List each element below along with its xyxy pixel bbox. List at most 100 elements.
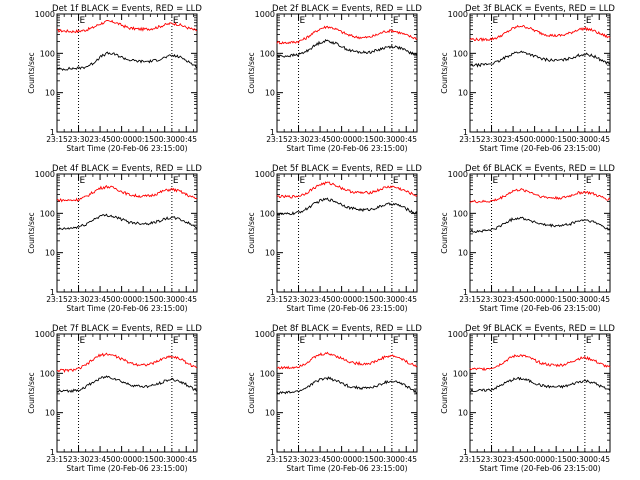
x-tick-label: 23:45 bbox=[89, 295, 111, 304]
y-tick-label: 10 bbox=[458, 409, 468, 418]
chart-title: Det 9f BLACK = Events, RED = LLD bbox=[465, 324, 615, 334]
event-marker-label: E bbox=[493, 336, 499, 346]
x-tick-label: 00:00 bbox=[111, 455, 133, 464]
x-tick-label: 23:15 bbox=[46, 135, 68, 144]
x-tick-label: 23:15 bbox=[266, 295, 288, 304]
x-tick-label: 00:15 bbox=[132, 455, 154, 464]
x-tick-label: 00:45 bbox=[395, 455, 417, 464]
x-tick-label: 00:30 bbox=[567, 455, 589, 464]
y-tick-label: 1 bbox=[50, 448, 55, 457]
series-line-lld bbox=[56, 185, 198, 203]
y-tick-label: 100 bbox=[40, 369, 55, 378]
plot-frame bbox=[276, 333, 418, 453]
series-line-lld bbox=[469, 187, 611, 204]
chart-panel-3: Det 3f BLACK = Events, RED = LLD 1 10 100 10… bbox=[440, 4, 615, 153]
x-tick-label: 23:45 bbox=[309, 455, 331, 464]
event-marker-label: E bbox=[300, 16, 306, 26]
x-axis-label: Start Time (20-Feb-06 23:15:00) bbox=[286, 304, 407, 313]
series-line-events bbox=[276, 39, 418, 58]
chart-title: Det 4f BLACK = Events, RED = LLD bbox=[52, 164, 202, 174]
x-tick-label: 23:15 bbox=[46, 295, 68, 304]
x-tick-label: 23:30 bbox=[68, 295, 90, 304]
y-tick-label: 1 bbox=[50, 288, 55, 297]
plot-frame bbox=[56, 13, 198, 133]
series-line-events bbox=[469, 50, 611, 68]
x-tick-label: 00:30 bbox=[154, 135, 176, 144]
plot-frame bbox=[56, 173, 198, 293]
chart-title: Det 5f BLACK = Events, RED = LLD bbox=[272, 164, 422, 174]
event-marker-label: E bbox=[300, 176, 306, 186]
x-tick-label: 00:45 bbox=[395, 135, 417, 144]
x-axis-label: Start Time (20-Feb-06 23:15:00) bbox=[479, 304, 600, 313]
y-tick-label: 1000 bbox=[255, 330, 275, 339]
y-tick-label: 100 bbox=[260, 49, 275, 58]
y-tick-label: 100 bbox=[260, 369, 275, 378]
x-tick-label: 00:45 bbox=[175, 135, 197, 144]
series-line-lld bbox=[276, 351, 418, 370]
x-axis-label: Start Time (20-Feb-06 23:15:00) bbox=[479, 144, 600, 153]
x-tick-label: 23:15 bbox=[459, 135, 481, 144]
x-axis-label: Start Time (20-Feb-06 23:15:00) bbox=[286, 464, 407, 473]
plot-frame bbox=[469, 173, 611, 293]
chart-panel-5: Det 5f BLACK = Events, RED = LLD 1 10 100 10… bbox=[247, 164, 422, 313]
event-marker-label: E bbox=[173, 16, 179, 26]
event-marker-label: E bbox=[80, 16, 86, 26]
y-tick-label: 1 bbox=[463, 128, 468, 137]
chart-title: Det 1f BLACK = Events, RED = LLD bbox=[52, 4, 202, 14]
x-tick-label: 00:30 bbox=[567, 135, 589, 144]
x-tick-label: 23:30 bbox=[68, 135, 90, 144]
x-tick-label: 00:15 bbox=[545, 295, 567, 304]
x-tick-label: 23:45 bbox=[502, 295, 524, 304]
y-tick-label: 1000 bbox=[35, 330, 55, 339]
chart-panel-4: Det 4f BLACK = Events, RED = LLD 1 10 100 10… bbox=[27, 164, 202, 313]
y-tick-label: 1000 bbox=[255, 10, 275, 19]
x-tick-label: 23:45 bbox=[502, 135, 524, 144]
chart-panel-9: Det 9f BLACK = Events, RED = LLD 1 10 100 10… bbox=[440, 324, 615, 473]
x-tick-label: 23:30 bbox=[288, 455, 310, 464]
y-tick-label: 1 bbox=[270, 448, 275, 457]
x-tick-label: 00:45 bbox=[588, 135, 610, 144]
y-axis-label: Counts/sec bbox=[27, 52, 36, 93]
series-line-events bbox=[56, 375, 198, 394]
event-marker-label: E bbox=[80, 336, 86, 346]
x-axis-label: Start Time (20-Feb-06 23:15:00) bbox=[66, 304, 187, 313]
x-tick-label: 00:00 bbox=[331, 135, 353, 144]
y-axis-label: Counts/sec bbox=[440, 372, 449, 413]
x-tick-label: 23:15 bbox=[459, 295, 481, 304]
chart-panel-6: Det 6f BLACK = Events, RED = LLD 1 10 100 10… bbox=[440, 164, 615, 313]
x-tick-label: 00:15 bbox=[545, 135, 567, 144]
x-axis-label: Start Time (20-Feb-06 23:15:00) bbox=[66, 144, 187, 153]
x-tick-label: 00:00 bbox=[524, 295, 546, 304]
series-line-events bbox=[276, 376, 417, 395]
x-tick-label: 00:15 bbox=[132, 295, 154, 304]
event-marker-label: E bbox=[586, 16, 592, 26]
chart-panel-2: Det 2f BLACK = Events, RED = LLD 1 10 100 10… bbox=[247, 4, 422, 153]
y-tick-label: 10 bbox=[45, 249, 55, 258]
series-line-events bbox=[470, 216, 611, 234]
x-tick-label: 23:45 bbox=[309, 135, 331, 144]
y-tick-label: 10 bbox=[458, 89, 468, 98]
x-axis-label: Start Time (20-Feb-06 23:15:00) bbox=[479, 464, 600, 473]
series-line-lld bbox=[56, 352, 198, 373]
chart-panel-8: Det 8f BLACK = Events, RED = LLD 1 10 100 10… bbox=[247, 324, 422, 473]
y-axis-label: Counts/sec bbox=[247, 212, 256, 253]
event-marker-label: E bbox=[300, 336, 306, 346]
x-axis-label: Start Time (20-Feb-06 23:15:00) bbox=[286, 144, 407, 153]
x-tick-label: 23:30 bbox=[481, 135, 503, 144]
x-tick-label: 00:45 bbox=[588, 295, 610, 304]
x-axis-label: Start Time (20-Feb-06 23:15:00) bbox=[66, 464, 187, 473]
event-marker-label: E bbox=[393, 176, 399, 186]
y-tick-label: 10 bbox=[45, 409, 55, 418]
x-tick-label: 00:00 bbox=[331, 295, 353, 304]
y-tick-label: 100 bbox=[453, 369, 468, 378]
x-tick-label: 00:15 bbox=[132, 135, 154, 144]
plot-frame bbox=[276, 13, 418, 133]
event-marker-label: E bbox=[586, 336, 592, 346]
y-axis-label: Counts/sec bbox=[247, 372, 256, 413]
x-tick-label: 00:00 bbox=[331, 455, 353, 464]
event-marker-label: E bbox=[173, 176, 179, 186]
y-tick-label: 100 bbox=[453, 209, 468, 218]
x-tick-label: 00:45 bbox=[175, 295, 197, 304]
y-axis-label: Counts/sec bbox=[27, 372, 36, 413]
